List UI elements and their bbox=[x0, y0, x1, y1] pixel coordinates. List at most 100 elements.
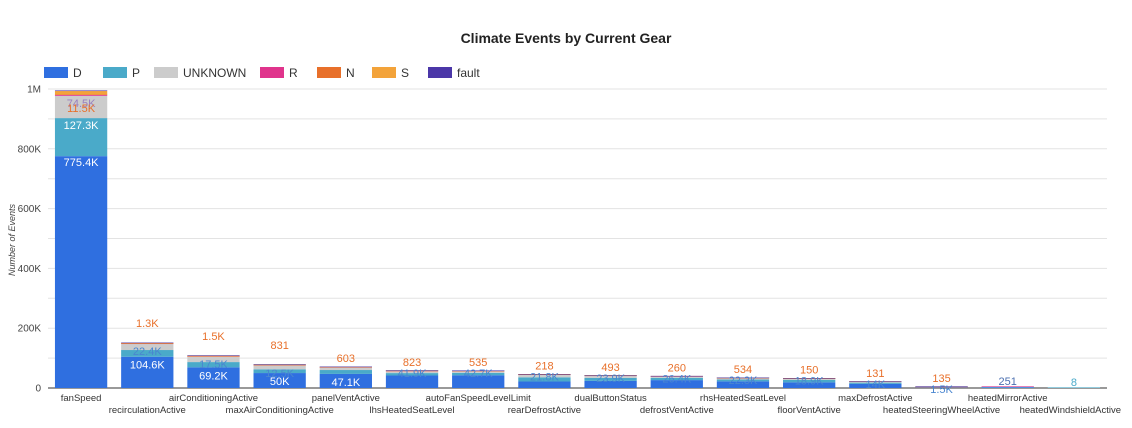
data-label-floor-vent-active: 18.9K bbox=[795, 376, 824, 388]
legend-label-p: P bbox=[132, 66, 140, 80]
x-category-air-conditioning-active: airConditioningActive bbox=[169, 393, 258, 404]
bar-panel-vent-active-p bbox=[319, 370, 372, 374]
data-label-fan-speed: 127.3K bbox=[64, 120, 100, 132]
data-label-fan-speed: 74.5K bbox=[67, 98, 96, 110]
bar-dual-button-status-d bbox=[584, 380, 637, 388]
bar-air-conditioning-active-s bbox=[187, 355, 240, 357]
bar-auto-fan-speed-level-limit-unknown bbox=[452, 371, 505, 373]
bar-max-defrost-active-p bbox=[849, 382, 902, 384]
bar-max-defrost-active-fault bbox=[849, 381, 902, 382]
bar-rear-defrost-active-unknown bbox=[518, 374, 571, 378]
bar-auto-fan-speed-level-limit-p bbox=[452, 372, 505, 376]
data-label-fan-speed: 11.5K bbox=[67, 103, 96, 115]
bar-air-conditioning-active-fault bbox=[187, 355, 240, 356]
data-label-max-air-conditioning-active: 831 bbox=[270, 340, 288, 352]
bar-dual-button-status-unknown bbox=[584, 376, 637, 378]
bar-fan-speed-unknown bbox=[54, 95, 108, 119]
x-category-dual-button-status: dualButtonStatus bbox=[574, 393, 647, 404]
data-label-fan-speed: 775.4K bbox=[64, 157, 100, 169]
data-label-heated-steering-wheel-active: 135 bbox=[932, 373, 950, 385]
gridlines bbox=[48, 88, 1107, 389]
data-label-air-conditioning-active: 1.5K bbox=[202, 331, 225, 343]
data-label-dual-button-status: 23.9K bbox=[596, 373, 625, 385]
bar-auto-fan-speed-level-limit-d bbox=[452, 375, 505, 388]
bars bbox=[54, 90, 1101, 388]
legend-swatch-r bbox=[260, 67, 284, 78]
legend-label-d: D bbox=[73, 66, 82, 80]
bar-auto-fan-speed-level-limit-fault bbox=[452, 370, 505, 372]
x-category-floor-vent-active: floorVentActive bbox=[777, 405, 840, 416]
data-label-panel-vent-active: 603 bbox=[337, 353, 355, 365]
bar-heated-windshield-active-p bbox=[1047, 387, 1101, 388]
data-label-max-defrost-active: 131 bbox=[866, 368, 884, 380]
data-label-dual-button-status: 493 bbox=[601, 362, 619, 374]
x-category-heated-steering-wheel-active: heatedSteeringWheelActive bbox=[883, 405, 1000, 416]
bar-floor-vent-active-unknown bbox=[783, 378, 836, 380]
data-label-recirculation-active: 1.3K bbox=[136, 318, 159, 330]
bar-recirculation-active-s bbox=[121, 342, 174, 344]
legend-swatch-d bbox=[44, 67, 68, 78]
x-category-defrost-vent-active: defrostVentActive bbox=[640, 405, 714, 416]
data-label-rhs-heated-seat-level: 22.3K bbox=[729, 375, 758, 387]
legend-label-r: R bbox=[289, 66, 298, 80]
bar-panel-vent-active-unknown bbox=[319, 367, 372, 371]
data-label-max-air-conditioning-active: 12.5K bbox=[265, 368, 294, 380]
data-label-heated-windshield-active: 8 bbox=[1071, 377, 1077, 389]
bar-lhs-heated-seat-level-unknown bbox=[385, 371, 439, 374]
data-label-auto-fan-speed-level-limit: 535 bbox=[469, 357, 487, 369]
bar-air-conditioning-active-d bbox=[187, 367, 240, 388]
x-category-max-defrost-active: maxDefrostActive bbox=[838, 393, 912, 404]
bar-rhs-heated-seat-level-fault bbox=[716, 377, 770, 379]
legend-label-unknown: UNKNOWN bbox=[183, 66, 246, 80]
x-category-recirculation-active: recirculationActive bbox=[109, 405, 186, 416]
data-label-rear-defrost-active: 218 bbox=[535, 361, 553, 373]
bar-lhs-heated-seat-level-p bbox=[385, 373, 439, 376]
data-label-recirculation-active: 22.4K bbox=[133, 346, 162, 358]
bar-rhs-heated-seat-level-p bbox=[716, 379, 770, 382]
bar-max-air-conditioning-active-s bbox=[253, 364, 306, 366]
bar-recirculation-active-unknown bbox=[121, 344, 174, 351]
x-category-auto-fan-speed-level-limit: autoFanSpeedLevelLimit bbox=[426, 393, 531, 404]
data-label-air-conditioning-active: 69.2K bbox=[199, 370, 228, 382]
bar-recirculation-active-n bbox=[121, 343, 174, 344]
bar-rear-defrost-active-fault bbox=[518, 374, 571, 375]
bar-max-air-conditioning-active-fault bbox=[253, 364, 306, 365]
x-category-panel-vent-active: panelVentActive bbox=[312, 393, 380, 404]
bar-defrost-vent-active-unknown bbox=[650, 376, 703, 378]
chart-title: Climate Events by Current Gear bbox=[461, 30, 672, 46]
bar-rhs-heated-seat-level-d bbox=[716, 381, 770, 388]
bar-defrost-vent-active-p bbox=[650, 377, 703, 381]
y-tick-label: 400K bbox=[18, 264, 42, 275]
bar-panel-vent-active-fault bbox=[319, 366, 372, 368]
bar-heated-mirror-active-d bbox=[981, 387, 1034, 388]
bar-air-conditioning-active-p bbox=[187, 362, 240, 368]
legend-swatch-s bbox=[372, 67, 396, 78]
data-label-max-air-conditioning-active: 50K bbox=[270, 376, 290, 388]
bar-rear-defrost-active-p bbox=[518, 377, 571, 382]
bar-floor-vent-active-fault bbox=[783, 378, 836, 379]
bar-air-conditioning-active-unknown bbox=[187, 356, 240, 363]
bar-max-air-conditioning-active-unknown bbox=[253, 365, 306, 370]
legend-swatch-unknown bbox=[154, 67, 178, 78]
data-label-lhs-heated-seat-level: 41.9K bbox=[398, 368, 427, 380]
bar-recirculation-active-d bbox=[121, 356, 174, 388]
bar-max-air-conditioning-active-p bbox=[253, 369, 306, 374]
bar-lhs-heated-seat-level-d bbox=[385, 375, 439, 388]
y-tick-label: 0 bbox=[35, 384, 41, 395]
y-axis-label: Number of Events bbox=[7, 203, 17, 276]
bar-panel-vent-active-d bbox=[319, 373, 372, 388]
bar-fan-speed-d bbox=[54, 156, 108, 388]
bar-recirculation-active-fault bbox=[121, 342, 174, 344]
bar-floor-vent-active-p bbox=[783, 379, 836, 383]
data-label-rhs-heated-seat-level: 534 bbox=[734, 364, 752, 376]
x-category-rear-defrost-active: rearDefrostActive bbox=[508, 405, 581, 416]
y-tick-label: 600K bbox=[18, 204, 42, 215]
data-label-panel-vent-active: 47.1K bbox=[331, 377, 360, 389]
bar-defrost-vent-active-d bbox=[650, 380, 703, 388]
legend-swatch-fault bbox=[428, 67, 452, 78]
bar-heated-mirror-active-r bbox=[981, 386, 1034, 387]
data-label-max-defrost-active: 14K bbox=[866, 379, 886, 391]
data-label-floor-vent-active: 150 bbox=[800, 365, 818, 377]
data-label-defrost-vent-active: 260 bbox=[668, 362, 686, 374]
bar-rhs-heated-seat-level-unknown bbox=[716, 378, 770, 380]
